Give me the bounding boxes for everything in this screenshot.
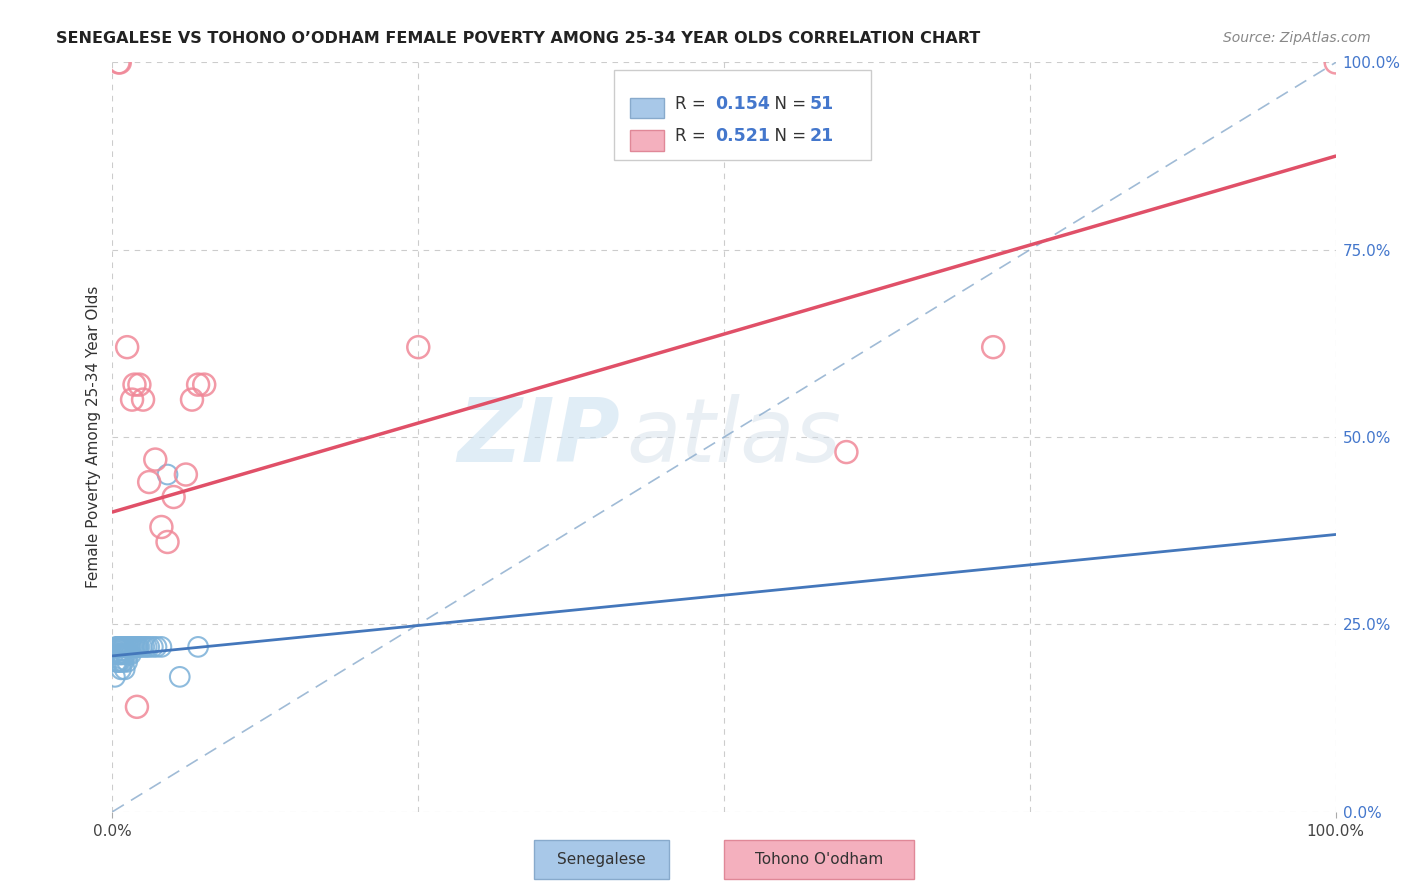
Point	[110, 648, 132, 662]
Point	[835, 445, 858, 459]
FancyBboxPatch shape	[630, 130, 664, 152]
Point	[125, 699, 148, 714]
Point	[187, 377, 209, 392]
Point	[117, 648, 139, 662]
Point	[163, 490, 186, 504]
Point	[132, 392, 155, 407]
Point	[115, 640, 138, 654]
Text: Tohono O'odham: Tohono O'odham	[755, 852, 883, 867]
FancyBboxPatch shape	[724, 840, 914, 880]
Point	[107, 655, 129, 669]
Point	[111, 640, 134, 654]
Y-axis label: Female Poverty Among 25-34 Year Olds: Female Poverty Among 25-34 Year Olds	[86, 286, 101, 588]
Point	[181, 392, 204, 407]
Point	[145, 640, 167, 654]
Point	[117, 640, 139, 654]
Point	[115, 340, 138, 354]
Point	[114, 648, 136, 662]
Text: atlas: atlas	[626, 394, 841, 480]
Point	[105, 655, 128, 669]
Point	[110, 640, 132, 654]
Point	[131, 640, 153, 654]
Point	[124, 640, 146, 654]
Point	[150, 640, 173, 654]
Point	[128, 377, 150, 392]
Text: N =: N =	[765, 95, 811, 112]
Point	[174, 467, 197, 482]
Text: Senegalese: Senegalese	[557, 852, 647, 867]
Text: 0.521: 0.521	[716, 128, 770, 145]
Point	[105, 640, 128, 654]
Point	[1324, 55, 1347, 70]
Point	[193, 377, 215, 392]
Point	[107, 640, 129, 654]
Point	[125, 640, 148, 654]
Point	[124, 377, 146, 392]
Point	[156, 467, 179, 482]
Point	[127, 640, 149, 654]
Point	[115, 648, 138, 662]
Point	[118, 640, 141, 654]
Point	[156, 535, 179, 549]
Point	[138, 640, 160, 654]
Point	[111, 655, 134, 669]
Point	[107, 648, 129, 662]
Point	[105, 640, 128, 654]
Point	[981, 340, 1004, 354]
Text: SENEGALESE VS TOHONO O’ODHAM FEMALE POVERTY AMONG 25-34 YEAR OLDS CORRELATION CH: SENEGALESE VS TOHONO O’ODHAM FEMALE POVE…	[56, 31, 980, 46]
Point	[108, 648, 131, 662]
Point	[187, 640, 209, 654]
FancyBboxPatch shape	[630, 97, 664, 119]
Point	[111, 648, 134, 662]
Point	[108, 655, 131, 669]
Point	[104, 670, 127, 684]
Point	[125, 640, 148, 654]
Point	[112, 655, 135, 669]
Point	[107, 55, 129, 70]
Point	[114, 640, 136, 654]
Point	[108, 640, 131, 654]
Text: 51: 51	[810, 95, 834, 112]
Point	[135, 640, 157, 654]
Point	[121, 392, 143, 407]
Point	[138, 475, 160, 489]
Point	[105, 648, 128, 662]
Point	[120, 648, 142, 662]
Point	[112, 640, 135, 654]
Text: 21: 21	[810, 128, 834, 145]
Point	[121, 640, 143, 654]
Point	[108, 55, 131, 70]
Text: R =: R =	[675, 95, 711, 112]
Point	[115, 640, 138, 654]
Point	[115, 655, 138, 669]
Point	[143, 452, 166, 467]
Point	[128, 640, 150, 654]
Text: 0.154: 0.154	[716, 95, 770, 112]
Point	[169, 670, 191, 684]
Point	[408, 340, 430, 354]
Point	[150, 520, 173, 534]
Text: ZIP: ZIP	[457, 393, 620, 481]
Point	[114, 662, 136, 676]
Point	[108, 640, 131, 654]
Point	[134, 640, 156, 654]
Text: N =: N =	[765, 128, 811, 145]
Point	[112, 640, 135, 654]
FancyBboxPatch shape	[534, 840, 669, 880]
Point	[105, 655, 128, 669]
Point	[120, 640, 142, 654]
Point	[110, 662, 132, 676]
Text: R =: R =	[675, 128, 711, 145]
Text: Source: ZipAtlas.com: Source: ZipAtlas.com	[1223, 31, 1371, 45]
Point	[142, 640, 165, 654]
Point	[122, 640, 145, 654]
FancyBboxPatch shape	[614, 70, 870, 160]
